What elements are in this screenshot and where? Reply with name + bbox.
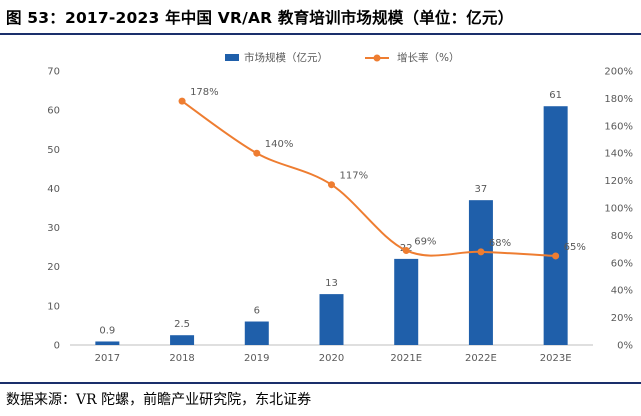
x-tick-label: 2017 bbox=[95, 353, 120, 364]
y-right-tick-label: 20% bbox=[611, 313, 633, 324]
bar-data-label: 6 bbox=[254, 306, 260, 317]
y-left-tick-label: 20 bbox=[47, 262, 60, 273]
x-tick-label: 2023E bbox=[540, 353, 572, 364]
bar bbox=[468, 200, 493, 345]
y-right-tick-label: 200% bbox=[604, 67, 633, 78]
bar-data-label: 2.5 bbox=[174, 319, 190, 330]
growth-data-label: 178% bbox=[190, 87, 219, 98]
y-right-tick-label: 60% bbox=[611, 258, 633, 269]
x-tick-label: 2021E bbox=[390, 353, 422, 364]
x-tick-label: 2019 bbox=[244, 353, 269, 364]
y-right-tick-label: 80% bbox=[611, 231, 633, 242]
legend-line-label: 增长率（%） bbox=[397, 51, 459, 64]
y-right-tick-label: 120% bbox=[604, 176, 633, 187]
bar-series: 0.92.5613223761 bbox=[95, 90, 568, 345]
growth-point bbox=[328, 181, 335, 189]
y-right-tick-label: 40% bbox=[611, 286, 633, 297]
y-right-tick-label: 0% bbox=[617, 341, 633, 352]
bar bbox=[319, 294, 344, 345]
y-left-tick-label: 30 bbox=[47, 223, 60, 234]
growth-point bbox=[402, 246, 410, 254]
x-tick-label: 2018 bbox=[169, 353, 194, 364]
figure-title-bar: 图 53：2017-2023 年中国 VR/AR 教育培训市场规模（单位：亿元） bbox=[0, 0, 641, 34]
growth-point bbox=[477, 248, 485, 256]
bar bbox=[543, 106, 568, 345]
growth-point bbox=[552, 252, 560, 260]
growth-data-label: 117% bbox=[340, 171, 369, 182]
growth-data-label: 140% bbox=[265, 139, 294, 150]
growth-point bbox=[178, 97, 186, 105]
growth-data-label: 68% bbox=[489, 238, 511, 249]
bar bbox=[394, 258, 419, 345]
y-right-tick-label: 160% bbox=[604, 121, 633, 132]
figure-title: 图 53：2017-2023 年中国 VR/AR 教育培训市场规模（单位：亿元） bbox=[6, 9, 514, 27]
legend-line-marker bbox=[373, 54, 381, 62]
bar bbox=[95, 341, 120, 345]
growth-data-label: 65% bbox=[564, 242, 586, 253]
market-size-chart: 0 10 20 30 40 50 60 70 0% 20% 40% 60% 80% 100% 120% 140… bbox=[47, 51, 633, 365]
bar-data-label: 37 bbox=[475, 184, 488, 195]
bar-data-label: 61 bbox=[549, 90, 562, 101]
y-left-tick-label: 60 bbox=[47, 106, 60, 117]
growth-line-series: 178% 140% 117% 69% 68% 65% bbox=[178, 87, 586, 260]
y-right-tick-label: 140% bbox=[604, 149, 633, 160]
growth-point bbox=[253, 149, 261, 157]
title-rule bbox=[0, 33, 641, 35]
chart-axes: 0 10 20 30 40 50 60 70 0% 20% 40% 60% 80% 100% 120% 140… bbox=[47, 67, 633, 365]
y-right-tick-label: 180% bbox=[604, 94, 633, 105]
bar-data-label: 0.9 bbox=[99, 325, 115, 336]
footer-rule bbox=[0, 382, 641, 384]
y-left-tick-label: 70 bbox=[47, 67, 60, 78]
x-tick-label: 2022E bbox=[465, 353, 497, 364]
y-right-tick-label: 100% bbox=[604, 204, 633, 215]
legend-bar-swatch bbox=[225, 54, 239, 61]
bar bbox=[170, 335, 195, 345]
y-left-tick-label: 40 bbox=[47, 184, 60, 195]
x-tick-label: 2020 bbox=[319, 353, 344, 364]
bar-data-label: 13 bbox=[325, 278, 338, 289]
source-note: 数据来源：VR 陀螺，前瞻产业研究院，东北证券 bbox=[6, 392, 312, 408]
legend-bar-label: 市场规模（亿元） bbox=[244, 51, 328, 64]
growth-data-label: 69% bbox=[414, 236, 436, 247]
bar bbox=[244, 321, 269, 345]
chart-legend: 市场规模（亿元） 增长率（%） bbox=[225, 51, 459, 64]
y-left-tick-label: 10 bbox=[47, 301, 60, 312]
y-left-tick-label: 50 bbox=[47, 145, 60, 156]
y-left-tick-label: 0 bbox=[54, 341, 60, 352]
growth-line bbox=[181, 100, 556, 257]
